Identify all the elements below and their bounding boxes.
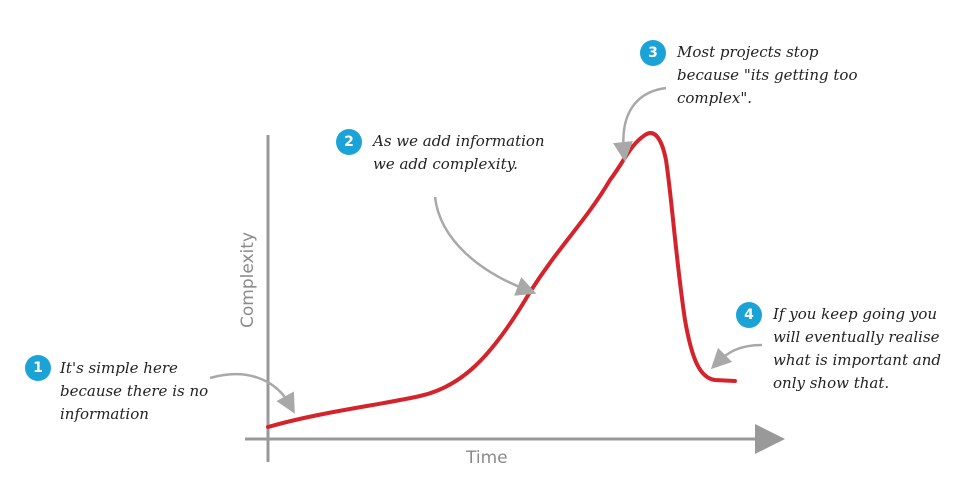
complexity-curve: [266, 131, 737, 429]
annotation-1: It's simple here because there is no inf…: [60, 359, 209, 423]
arrow-3: [612, 86, 667, 162]
annotation-3: Most projects stop because "its getting …: [677, 43, 858, 107]
badge-1: 1: [25, 355, 51, 381]
arrow-4: [710, 343, 763, 370]
badge-2: 2: [336, 129, 362, 155]
annotation-2: As we add information we add complexity.: [373, 132, 545, 173]
x-axis-label: Time: [466, 448, 508, 468]
badge-3: 3: [640, 40, 666, 66]
y-axis-label: Complexity: [238, 232, 258, 329]
arrow-1: [209, 373, 295, 414]
arrow-2: [433, 196, 537, 296]
annotation-4: If you keep going you will eventually re…: [773, 305, 941, 392]
badge-4: 4: [736, 302, 762, 328]
